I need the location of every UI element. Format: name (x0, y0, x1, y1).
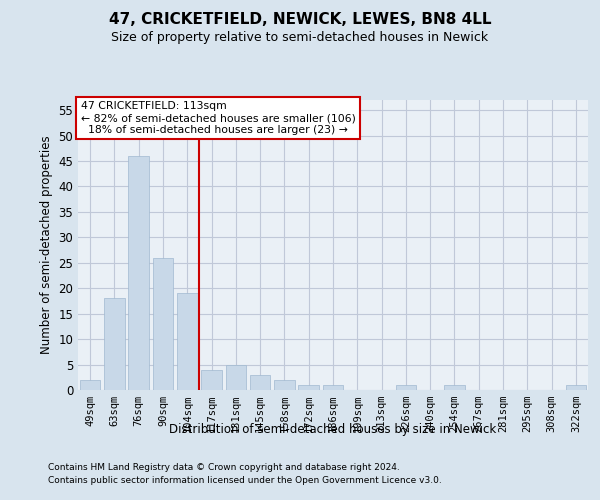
Bar (201, 370, 222, 390)
Bar (80, 380, 100, 390)
Bar (566, 385, 586, 390)
Text: Distribution of semi-detached houses by size in Newick: Distribution of semi-detached houses by … (169, 422, 497, 436)
Text: 47, CRICKETFIELD, NEWICK, LEWES, BN8 4LL: 47, CRICKETFIELD, NEWICK, LEWES, BN8 4LL (109, 12, 491, 28)
Bar (274, 380, 295, 390)
Bar (128, 156, 149, 390)
Bar (250, 374, 271, 390)
Bar (104, 298, 125, 390)
Bar (444, 385, 465, 390)
Text: 47 CRICKETFIELD: 113sqm
← 82% of semi-detached houses are smaller (106)
  18% of: 47 CRICKETFIELD: 113sqm ← 82% of semi-de… (80, 102, 355, 134)
Text: Contains public sector information licensed under the Open Government Licence v3: Contains public sector information licen… (48, 476, 442, 485)
Text: Contains HM Land Registry data © Crown copyright and database right 2024.: Contains HM Land Registry data © Crown c… (48, 464, 400, 472)
Bar (395, 385, 416, 390)
Bar (323, 385, 343, 390)
Y-axis label: Number of semi-detached properties: Number of semi-detached properties (40, 136, 53, 354)
Bar (152, 258, 173, 390)
Bar (226, 364, 246, 390)
Bar (177, 294, 197, 390)
Text: Size of property relative to semi-detached houses in Newick: Size of property relative to semi-detach… (112, 31, 488, 44)
Bar (298, 385, 319, 390)
